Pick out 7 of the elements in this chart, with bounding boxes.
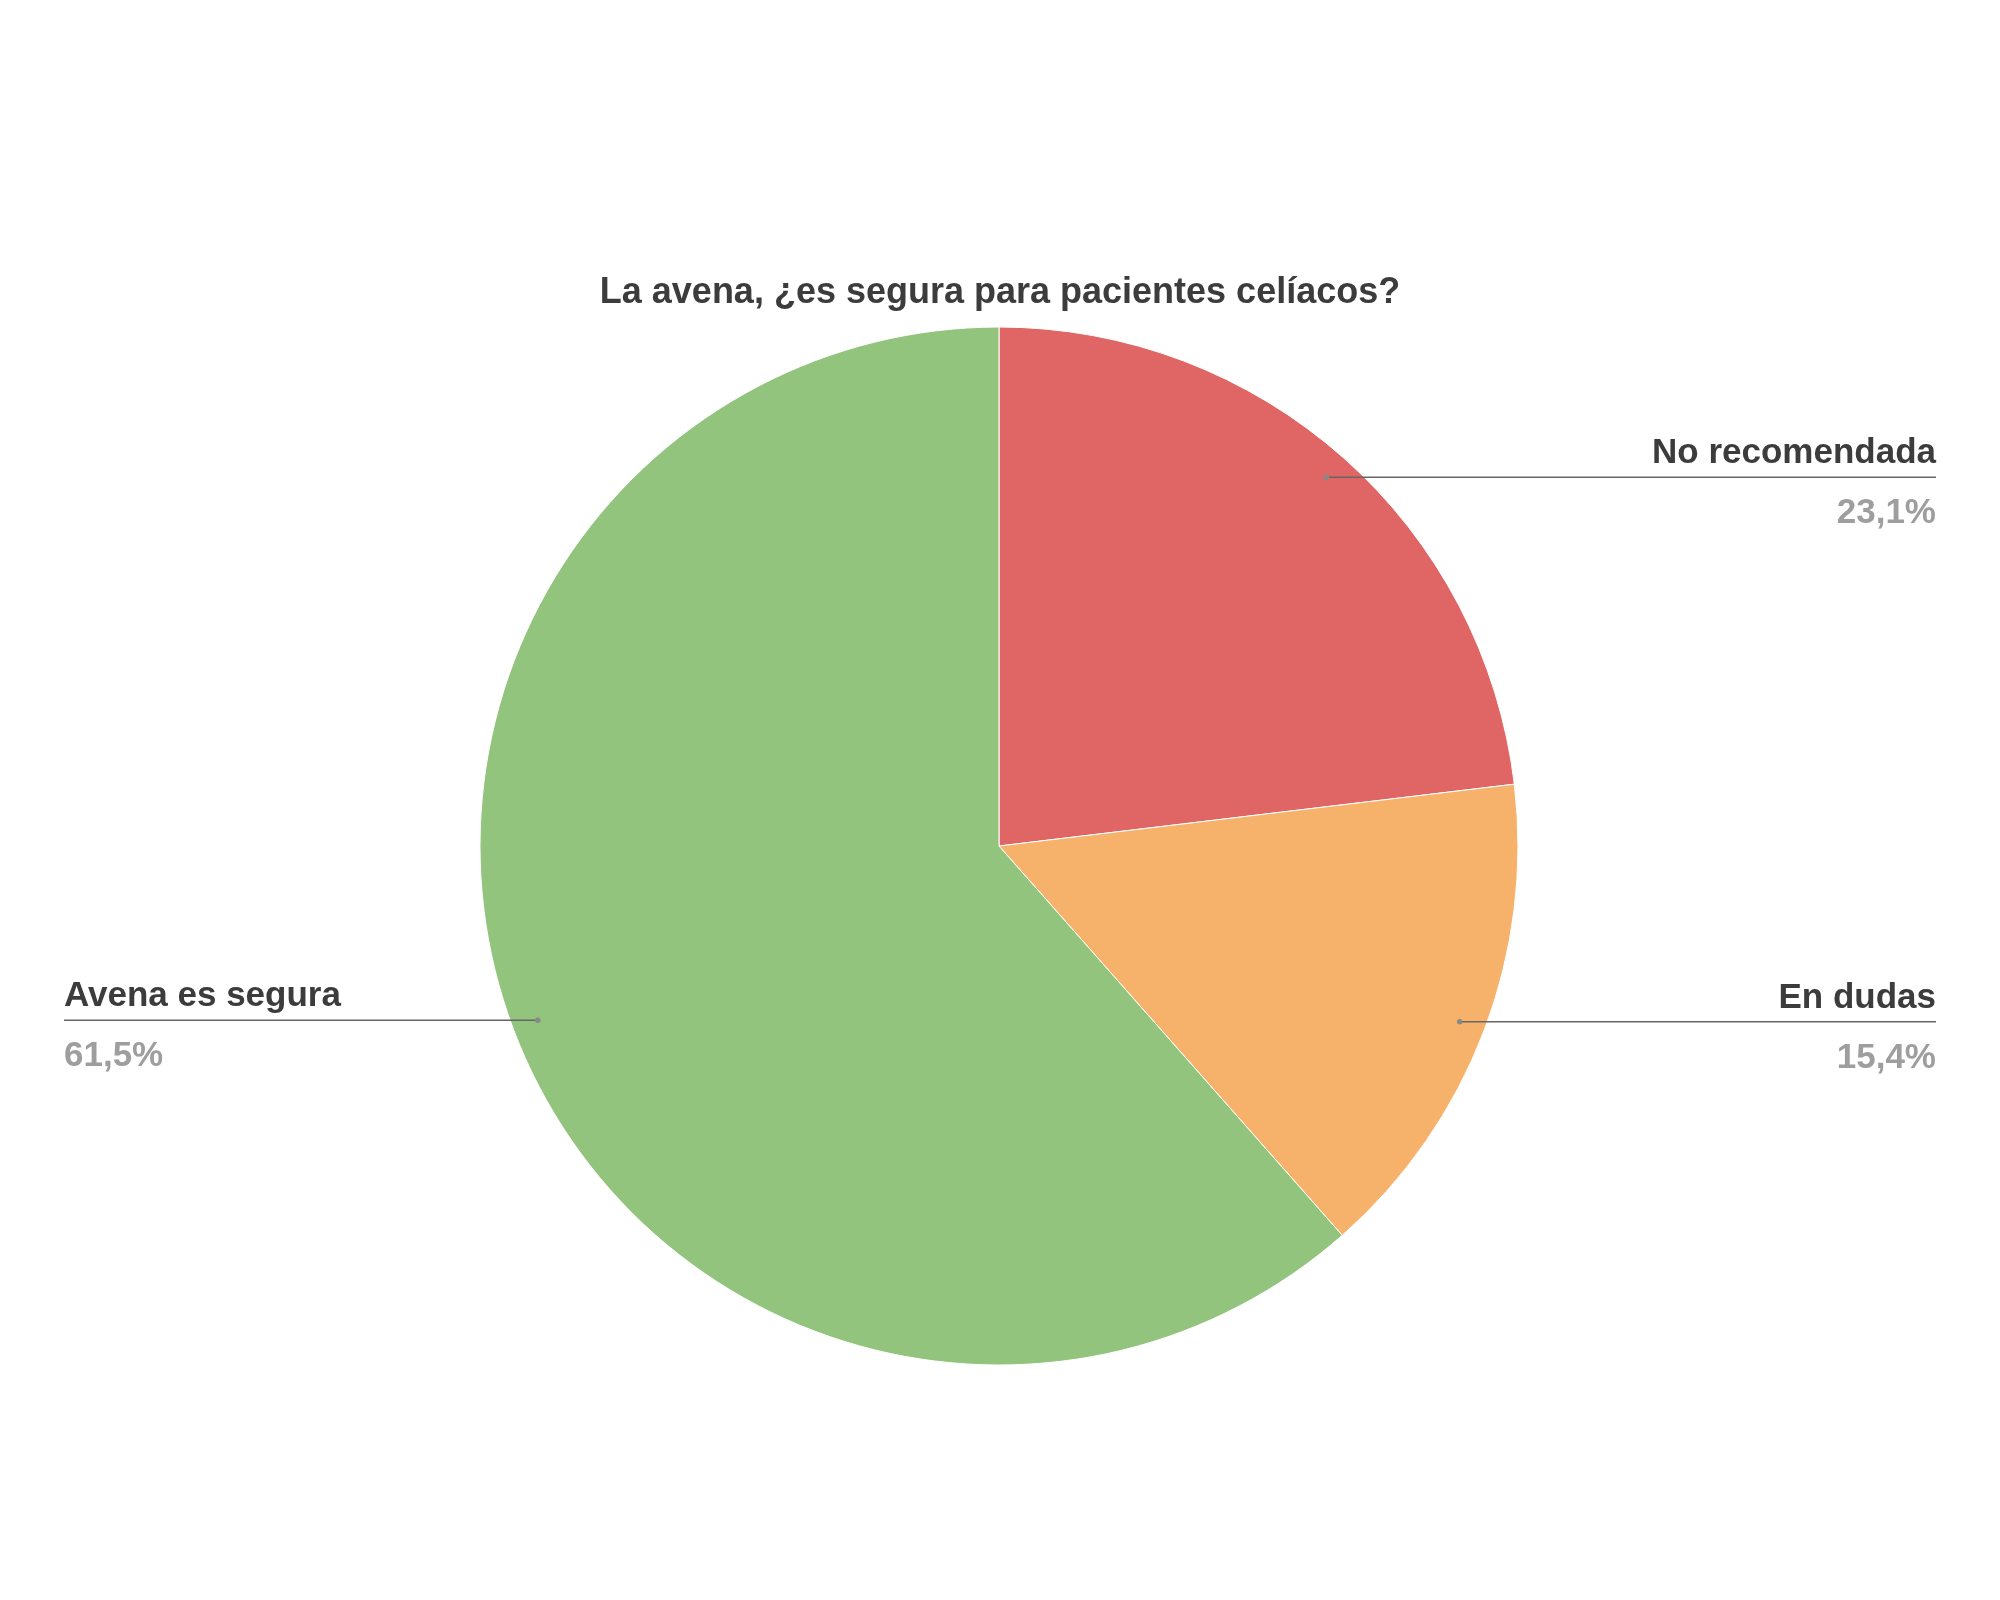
data-label: 15,4% — [1836, 1035, 1936, 1075]
data-label: 23,1% — [1836, 491, 1936, 531]
data-label: 61,5% — [64, 1034, 164, 1074]
slice-label: Avena es segura — [64, 974, 342, 1014]
chart-title: La avena, ¿es segura para pacientes celíacos? — [599, 270, 1401, 311]
slice-label: No recomendada — [1652, 431, 1937, 471]
slice-label: En dudas — [1778, 975, 1936, 1015]
